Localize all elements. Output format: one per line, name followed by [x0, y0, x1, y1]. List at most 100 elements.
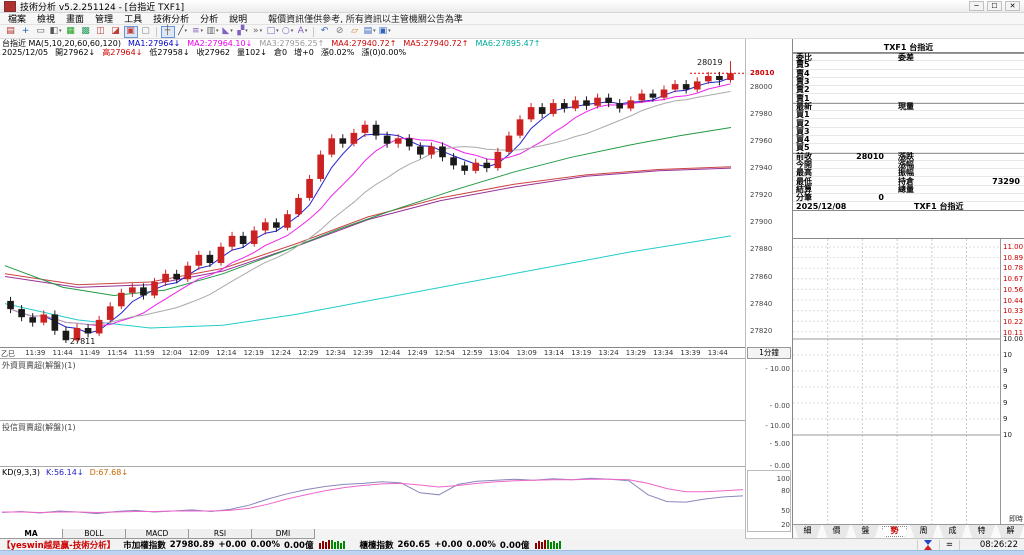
chart-red-icon[interactable]: ◫	[94, 26, 108, 38]
add-chart-icon[interactable]: +	[19, 26, 33, 38]
bar	[331, 540, 334, 549]
save-icon[interactable]: ▣ ▾	[378, 26, 392, 38]
quote-row-label: 結算	[796, 184, 812, 194]
dropdown-caret-icon[interactable]: ▾	[184, 28, 187, 34]
channel-icon[interactable]: ≡ ▾	[191, 26, 205, 38]
draw-line-icon[interactable]: ╱ ▾	[176, 26, 190, 38]
chart-red2-icon-glyph: ◪	[111, 26, 120, 36]
crosshair-icon[interactable]: ┼	[160, 25, 175, 38]
ohlc-legend-token: 2025/12/05	[2, 48, 49, 57]
quote-tab-周[interactable]: 周	[910, 525, 937, 538]
candlestick-chart[interactable]: 28019 27811	[0, 57, 745, 348]
time-axis-label: 13:44	[707, 349, 728, 357]
panel-scale-label: - 5.00	[769, 440, 790, 448]
quote-header: TXF1 台指近	[793, 43, 1024, 53]
quote-tab-細[interactable]: 細	[794, 525, 821, 538]
menu-item-file[interactable]: 檔案	[8, 15, 27, 25]
bar	[328, 540, 331, 549]
indicator-tab-ma[interactable]: MA	[0, 529, 63, 539]
dropdown-caret-icon[interactable]: ▾	[59, 28, 62, 34]
tile-windows-icon[interactable]: ▭	[34, 26, 48, 38]
foreign-investors-panel: 外資買賣超(解盤)(1)	[0, 359, 745, 421]
chart-column: 台指近 MA(5,10,20,60,60,120) MA1:27964↓ MA2:2…	[0, 39, 745, 539]
time-axis-label: 13:09	[516, 349, 537, 357]
vertical-lines-icon[interactable]: ▥ ▾	[206, 26, 220, 38]
maximize-button[interactable]: ☐	[987, 1, 1002, 11]
wave-icon[interactable]: » ▾	[251, 26, 265, 38]
dropdown-caret-icon[interactable]: ▾	[290, 28, 294, 34]
bar	[541, 542, 544, 549]
dropdown-caret-icon[interactable]: ▾	[216, 28, 219, 34]
dropdown-caret-icon[interactable]: ▾	[259, 28, 263, 34]
dropdown-caret-icon[interactable]: ▾	[276, 28, 279, 34]
time-axis-label: 11:54	[107, 349, 128, 357]
menu-item-screen[interactable]: 畫面	[66, 15, 85, 25]
time-axis-label: 13:04	[489, 349, 510, 357]
quote-tab-價[interactable]: 價	[823, 525, 850, 538]
time-axis-label: 13:39	[680, 349, 701, 357]
ellipse-draw-icon[interactable]: ○ ▾	[281, 26, 295, 38]
slope-icon-glyph: ▞	[237, 26, 245, 36]
period-selector[interactable]: 1分鐘	[747, 347, 791, 359]
indicator-tab-boll[interactable]: BOLL	[63, 529, 126, 539]
fan-lines-icon[interactable]: ◣ ▾	[221, 26, 235, 38]
connection-status-icon	[916, 539, 939, 550]
matrix-green-icon[interactable]: ▦	[64, 26, 78, 38]
time-axis-label: 11:49	[79, 349, 100, 357]
quote-row-label: 委比	[796, 52, 812, 62]
time-axis-label: 13:19	[571, 349, 592, 357]
menu-item-view[interactable]: 檢視	[37, 15, 56, 25]
eraser-icon-glyph: ⊘	[335, 26, 344, 36]
quote-row-label2: 持倉	[898, 176, 914, 186]
ohlc-legend-token: 倉0	[274, 48, 288, 57]
taiex-pct: 0.00%	[250, 539, 280, 550]
matrix-light-icon[interactable]: ▩	[79, 26, 93, 38]
price-scale-label: 27940	[750, 164, 773, 173]
quote-tab-盤[interactable]: 盤	[852, 525, 879, 538]
undo-icon[interactable]: ↶	[318, 26, 332, 38]
quote-tab-勢[interactable]: 勢	[881, 525, 908, 538]
menu-item-tools[interactable]: 工具	[124, 15, 143, 25]
indicator-tab-dmi[interactable]: DMI	[252, 529, 315, 539]
text-draw-icon[interactable]: A ▾	[296, 26, 310, 38]
dropdown-caret-icon[interactable]: ▾	[200, 28, 204, 34]
dropdown-caret-icon[interactable]: ▾	[373, 28, 376, 34]
indicator-tab-rsi[interactable]: RSI	[189, 529, 252, 539]
layers-icon[interactable]: ▱	[348, 26, 362, 38]
menu-item-technical-analysis[interactable]: 技術分析	[153, 15, 190, 25]
rect-draw-icon[interactable]: □ ▾	[266, 26, 280, 38]
indicator-tab-macd[interactable]: MACD	[126, 529, 189, 539]
price-scale-label: 27840	[750, 299, 773, 308]
toolbar-separator	[156, 26, 158, 37]
dropdown-caret-icon[interactable]: ▾	[304, 28, 308, 34]
quote-tab-解[interactable]: 解	[997, 525, 1024, 538]
eraser-icon[interactable]: ⊘	[333, 26, 347, 38]
time-axis-label: 13:34	[653, 349, 674, 357]
slope-icon[interactable]: ▞ ▾	[236, 26, 250, 38]
quote-row: 委比 委差	[793, 52, 1024, 62]
close-button[interactable]: ✕	[1005, 1, 1020, 11]
mode-icon[interactable]: ◧ ▾	[49, 26, 63, 38]
chart-red2-icon[interactable]: ◪	[109, 26, 123, 38]
ohlc-legend-token: 漲0.02%	[320, 48, 355, 57]
fan-lines-icon-glyph: ◣	[222, 26, 230, 36]
chart-grid-icon[interactable]: ▣	[123, 25, 138, 38]
ellipse-draw-icon-glyph: ○	[281, 26, 290, 36]
taiex-amount: 0.00億	[283, 540, 314, 551]
menu-item-analysis[interactable]: 分析	[200, 15, 219, 25]
quote-tab-成[interactable]: 成	[939, 525, 966, 538]
menu-item-help[interactable]: 說明	[229, 15, 248, 25]
dropdown-caret-icon[interactable]: ▾	[230, 28, 233, 34]
menu-item-manage[interactable]: 管理	[95, 15, 114, 25]
chart-plain-icon[interactable]: ▢	[139, 26, 153, 38]
dropdown-caret-icon[interactable]: ▾	[245, 28, 248, 34]
quote-tab-特[interactable]: 特	[968, 525, 995, 538]
list-icon[interactable]: ▤ ▾	[363, 26, 377, 38]
chart-window-icon[interactable]: ▤	[4, 26, 18, 38]
kd-legend-token: D:67.68↓	[89, 468, 129, 477]
time-axis-label: 11:44	[52, 349, 73, 357]
minimize-button[interactable]: ─	[969, 1, 984, 11]
bar	[325, 542, 328, 549]
vertical-lines-icon-glyph: ▥	[206, 26, 216, 36]
dropdown-caret-icon[interactable]: ▾	[388, 28, 391, 34]
